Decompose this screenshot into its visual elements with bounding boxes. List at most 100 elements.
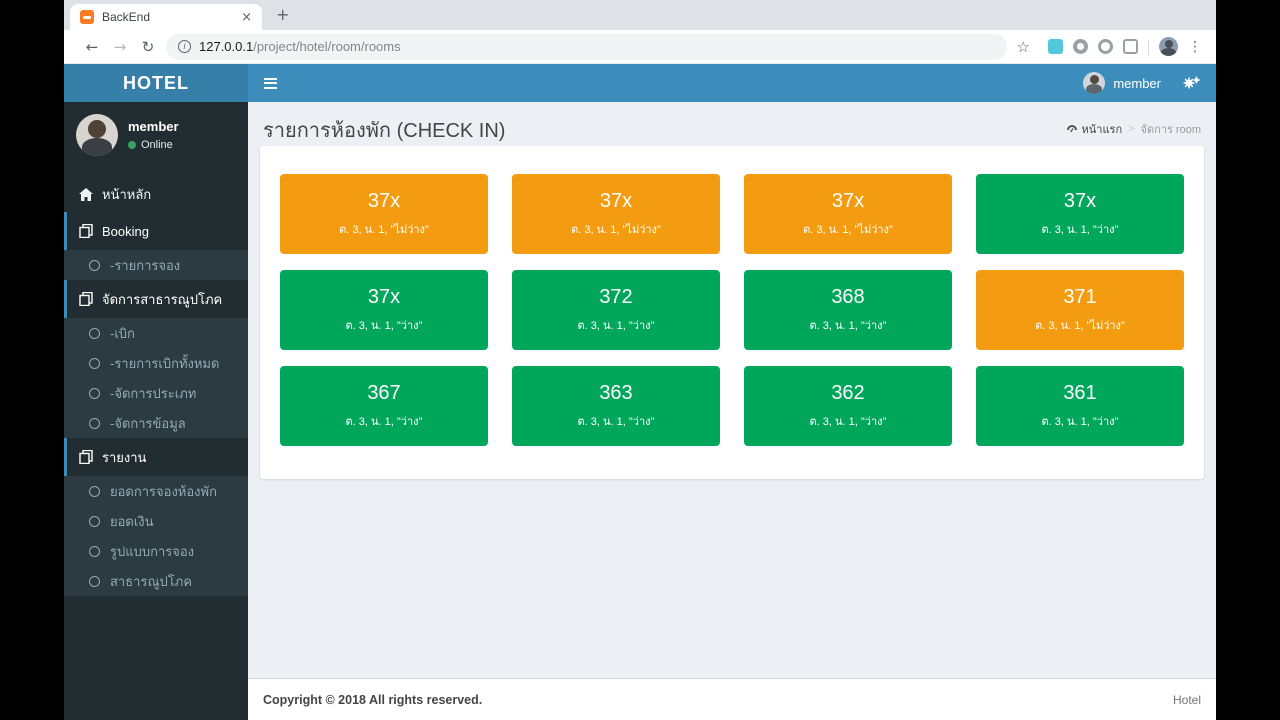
room-button[interactable]: 37x ต. 3, น. 1, "ไม่ว่าง" [744,174,952,254]
url-path: /project/hotel/room/rooms [253,39,401,54]
room-detail: ต. 3, น. 1, "ไม่ว่าง" [803,223,893,236]
main-content: รายการห้องพัก (CHECK IN) หน้าแรก > จัดกา… [248,102,1216,678]
sidebar-item-withdraw[interactable]: -เบิก [64,318,248,348]
rooms-box: 37x ต. 3, น. 1, "ไม่ว่าง" 37x ต. 3, น. 1… [260,146,1204,479]
room-number: 362 [831,381,865,404]
files-icon [78,450,94,464]
sidebar-item-home[interactable]: หน้าหลัก [64,176,248,212]
sidebar-toggle-icon[interactable] [264,77,277,89]
breadcrumb-current: จัดการ room [1140,124,1201,136]
room-button[interactable]: 37x ต. 3, น. 1, "ไม่ว่าง" [512,174,720,254]
room-number: 37x [367,285,401,308]
room-number: 367 [367,381,401,404]
url-host: 127.0.0.1 [199,39,254,54]
footer-brand-text: Hotel [1172,692,1201,707]
circle-icon [86,515,102,527]
sidebar-item-manage-type[interactable]: -จัดการประเภท [64,378,248,408]
room-button[interactable]: 362 ต. 3, น. 1, "ว่าง" [744,366,952,446]
room-detail: ต. 3, น. 1, "ว่าง" [1041,223,1119,236]
room-button[interactable]: 37x ต. 3, น. 1, "ว่าง" [976,174,1184,254]
forward-icon[interactable]: → [113,37,127,56]
room-number: 371 [1063,285,1097,308]
back-icon[interactable]: ← [85,37,99,56]
room-detail: ต. 3, น. 1, "ว่าง" [345,319,423,332]
room-number: 368 [831,285,865,308]
browser-profile-avatar[interactable] [1159,37,1178,56]
browser-tab[interactable]: BackEnd × [70,4,262,30]
room-number: 361 [1063,381,1097,404]
user-menu[interactable]: member [1083,72,1161,94]
sidebar-item-utilities-report[interactable]: สาธารณูปโภค [64,566,248,596]
sidebar-item-booking[interactable]: Booking [64,212,248,250]
page-title: รายการห้องพัก (CHECK IN) [263,120,506,142]
new-tab-button[interactable]: + [276,5,290,24]
online-dot-icon [128,141,136,149]
extension-icon[interactable] [1073,39,1088,54]
brand-logo[interactable]: HOTEL [64,64,248,102]
circle-icon [86,357,102,369]
circle-icon [86,545,102,557]
sidebar-user-panel: member Online [64,102,248,170]
room-button[interactable]: 363 ต. 3, น. 1, "ว่าง" [512,366,720,446]
room-button[interactable]: 368 ต. 3, น. 1, "ว่าง" [744,270,952,350]
extension-icon[interactable] [1048,39,1063,54]
room-button[interactable]: 361 ต. 3, น. 1, "ว่าง" [976,366,1184,446]
room-number: 37x [599,189,633,212]
page-info-icon[interactable]: i [178,40,191,53]
room-button[interactable]: 37x ต. 3, น. 1, "ไม่ว่าง" [280,174,488,254]
room-number: 37x [367,189,401,212]
browser-window: BackEnd × + ← → ↻ i 127.0.0.1/project/ho… [64,0,1216,720]
top-navbar: member [248,64,1216,102]
dashboard-icon [1066,124,1078,134]
browser-menu-icon[interactable]: ⋮ [1188,38,1202,55]
room-detail: ต. 3, น. 1, "ไม่ว่าง" [1035,319,1125,332]
sidebar-item-report[interactable]: รายงาน [64,438,248,476]
extension-icon[interactable] [1123,39,1138,54]
room-number: 363 [599,381,633,404]
sidebar-user-name: member [128,119,179,134]
room-detail: ต. 3, น. 1, "ว่าง" [345,415,423,428]
room-button[interactable]: 367 ต. 3, น. 1, "ว่าง" [280,366,488,446]
sidebar-item-withdraw-all[interactable]: -รายการเบิกทั้งหมด [64,348,248,378]
sidebar: member Online หน้าหลัก Booking [64,102,248,720]
sidebar-user-status: Online [128,139,179,151]
app-header: HOTEL member [64,64,1216,102]
circle-icon [86,387,102,399]
extension-icon[interactable] [1098,39,1113,54]
room-button[interactable]: 372 ต. 3, น. 1, "ว่าง" [512,270,720,350]
sidebar-item-booking-format[interactable]: รูปแบบการจอง [64,536,248,566]
room-grid: 37x ต. 3, น. 1, "ไม่ว่าง" 37x ต. 3, น. 1… [280,174,1184,446]
breadcrumb-home-link[interactable]: หน้าแรก [1066,120,1122,138]
reload-icon[interactable]: ↻ [141,37,155,56]
room-button[interactable]: 37x ต. 3, น. 1, "ว่าง" [280,270,488,350]
room-number: 372 [599,285,633,308]
sidebar-item-utilities[interactable]: จัดการสาธารณูปโภค [64,280,248,318]
tab-close-icon[interactable]: × [241,9,252,25]
app-footer: Copyright © 2018 All rights reserved. Ho… [248,678,1216,720]
copyright-text: Copyright © 2018 All rights reserved. [263,692,483,707]
sidebar-item-manage-data[interactable]: -จัดการข้อมูล [64,408,248,438]
gears-icon[interactable] [1183,76,1200,90]
address-input[interactable]: i 127.0.0.1/project/hotel/room/rooms [166,33,1007,60]
browser-tab-strip: BackEnd × + [64,0,1216,30]
bookmark-star-icon[interactable]: ☆ [1016,37,1030,56]
tab-title: BackEnd [102,10,151,24]
home-icon [78,187,94,201]
browser-url-bar: ← → ↻ i 127.0.0.1/project/hotel/room/roo… [64,30,1216,64]
circle-icon [86,417,102,429]
user-avatar [1083,72,1106,94]
room-detail: ต. 3, น. 1, "ว่าง" [809,415,887,428]
sidebar-item-revenue[interactable]: ยอดเงิน [64,506,248,536]
sidebar-menu: หน้าหลัก Booking -รายการจอง จัดการสาธารณ… [64,176,248,596]
circle-icon [86,327,102,339]
sidebar-item-booking-list[interactable]: -รายการจอง [64,250,248,280]
files-icon [78,292,94,306]
sidebar-item-room-bookings[interactable]: ยอดการจองห้องพัก [64,476,248,506]
room-button[interactable]: 371 ต. 3, น. 1, "ไม่ว่าง" [976,270,1184,350]
room-detail: ต. 3, น. 1, "ไม่ว่าง" [339,223,429,236]
user-menu-label: member [1113,75,1161,91]
room-detail: ต. 3, น. 1, "ว่าง" [577,415,655,428]
room-detail: ต. 3, น. 1, "ว่าง" [577,319,655,332]
room-detail: ต. 3, น. 1, "ว่าง" [1041,415,1119,428]
files-icon [78,224,94,238]
